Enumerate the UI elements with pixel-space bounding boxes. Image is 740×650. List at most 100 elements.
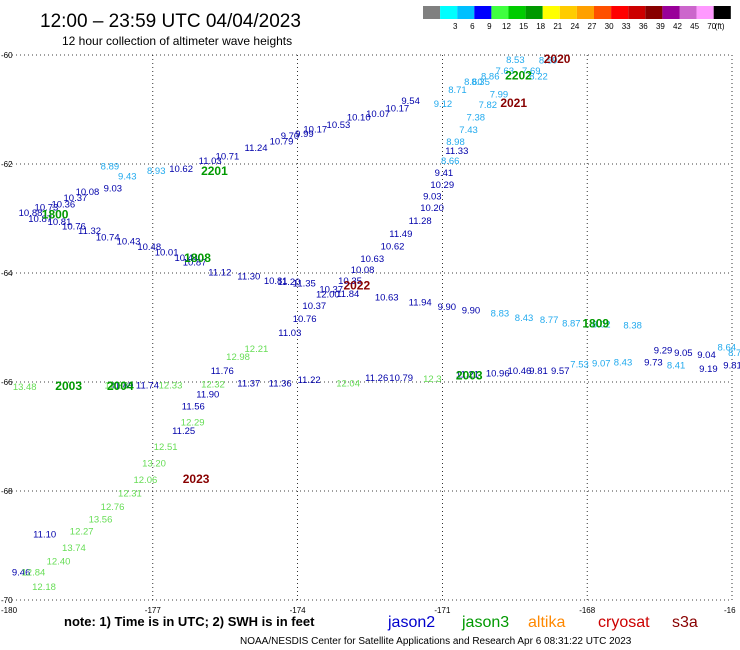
colorbar-label: 27 xyxy=(588,22,597,31)
swh-value-jason3: 12.84 xyxy=(22,567,46,578)
colorbar-label: 39 xyxy=(656,22,665,31)
y-tick-label: -60 xyxy=(1,51,13,60)
swh-value-jason2: 9.54 xyxy=(401,96,420,107)
swh-value-jason2: 10.29 xyxy=(430,180,454,191)
swh-value-altika: 7.99 xyxy=(490,90,509,101)
time-label: 2021 xyxy=(500,96,527,110)
swh-value-jason2: 10.43 xyxy=(117,237,141,248)
swh-value-altika: 8.64 xyxy=(718,342,737,353)
y-tick-label: -68 xyxy=(1,487,13,496)
colorbar-label: 12 xyxy=(502,22,511,31)
satellite-legend: jason2 jason3 altika cryosat s3a xyxy=(387,614,698,631)
swh-value-jason2: 10.87 xyxy=(28,214,52,225)
time-label: 1800 xyxy=(42,208,69,222)
colorbar-swatch xyxy=(508,6,526,19)
swh-value-jason3: 12.06 xyxy=(133,475,157,486)
swh-value-jason2: 10.76 xyxy=(62,221,86,232)
swh-value-jason2: 10.53 xyxy=(327,120,351,131)
swh-value-jason2: 9.99 xyxy=(295,129,314,140)
swh-value-altika: 9.07 xyxy=(592,359,611,370)
colorbar-label: 70 xyxy=(707,22,716,31)
swh-value-jason2: 11.32 xyxy=(78,226,101,237)
time-label: 2023 xyxy=(183,472,210,486)
swh-value-altika: 8.59 xyxy=(539,56,558,67)
swh-value-jason2: 9.04 xyxy=(697,350,716,361)
swh-value-altika: 8.98 xyxy=(446,137,465,148)
swh-value-altika: 9.43 xyxy=(118,171,137,182)
swh-value-altika: 8.87 xyxy=(562,318,581,329)
swh-value-jason3: 12.21 xyxy=(245,344,269,355)
swh-value-jason2: 11.49 xyxy=(389,229,412,240)
swh-value-jason2: 11.12 xyxy=(208,268,231,279)
swh-value-altika: 8.22 xyxy=(529,72,548,83)
swh-value-jason2: 10.07 xyxy=(366,109,390,120)
swh-value-jason3: 12.33 xyxy=(159,381,183,392)
swh-value-jason2: 11.21 xyxy=(456,370,479,381)
swh-value-jason2: 11.20 xyxy=(277,277,300,288)
swh-value-jason3: 12.40 xyxy=(47,557,71,568)
swh-value-jason3: 12.3 xyxy=(423,374,442,385)
swh-value-jason2: 10.96 xyxy=(486,369,510,380)
footer-note: note: 1) Time is in UTC; 2) SWH is in fe… xyxy=(64,614,315,629)
swh-value-jason2: 11.03 xyxy=(278,328,301,339)
swh-value-jason2: 10.76 xyxy=(293,314,317,325)
swh-value-jason3: 12.32 xyxy=(201,379,225,390)
time-label: 2004 xyxy=(107,379,134,393)
x-tick-label: -16 xyxy=(724,606,736,615)
swh-value-jason3: 12.51 xyxy=(154,442,178,453)
colorbar-swatch xyxy=(576,6,594,19)
colorbar-label: 6 xyxy=(470,22,475,31)
swh-value-altika: 8.83 xyxy=(491,309,510,320)
axis-ticks: -60 -62 -64 -66 -68 -70-180 -177 -174 -171 -168 -1… xyxy=(1,51,736,615)
colorbar-swatch xyxy=(713,6,731,19)
swh-value-jason2: 11.37 xyxy=(237,378,260,389)
swh-value-altika: 8.02 xyxy=(592,320,611,331)
swh-value-jason2: 10.01 xyxy=(155,248,179,259)
swh-value-jason2: 10.81 xyxy=(264,276,288,287)
colorbar-swatch xyxy=(542,6,560,19)
swh-value-altika: 7.43 xyxy=(459,125,478,136)
x-tick-label: -180 xyxy=(1,606,18,615)
swh-value-altika: 8.53 xyxy=(506,55,525,66)
swh-value-jason2: 11.30 xyxy=(237,272,260,283)
swh-value-jason2: 10.79 xyxy=(389,373,413,384)
swh-value-altika: 8.43 xyxy=(614,358,633,369)
time-label: 2003 xyxy=(456,368,483,382)
swh-value-jason3: 13.56 xyxy=(89,515,113,526)
swh-value-jason2: 10.36 xyxy=(51,200,75,211)
swh-value-jason2: 9.57 xyxy=(551,366,570,377)
swh-value-jason2: 10.63 xyxy=(360,254,384,265)
swh-value-altika: 7.53 xyxy=(570,359,589,370)
swh-value-jason2: 11.76 xyxy=(211,366,234,377)
swh-value-altika: 8.38 xyxy=(623,321,642,332)
time-label: 2022 xyxy=(343,278,370,292)
swh-value-jason2: 11.35 xyxy=(293,279,316,290)
swh-value-jason2: 11.74 xyxy=(136,381,159,392)
swh-value-jason2: 10.08 xyxy=(351,265,375,276)
x-tick-label: -174 xyxy=(290,606,307,615)
satellite-altika: altika xyxy=(528,614,565,631)
swh-value-jason2: 11.84 xyxy=(336,289,359,300)
swh-value-altika: 8.43 xyxy=(515,313,534,324)
swh-value-jason2: 9.19 xyxy=(699,364,718,375)
x-tick-label: -168 xyxy=(579,606,596,615)
swh-value-jason3: 12.27 xyxy=(70,527,94,538)
swh-value-jason2: 11.25 xyxy=(172,426,195,437)
swh-value-altika: 8.93 xyxy=(147,166,166,177)
swh-value-jason2: 9.81 xyxy=(723,360,740,371)
time-label: 1809 xyxy=(582,317,609,331)
swh-value-altika: 8.86 xyxy=(481,72,500,83)
footer-credit: NOAA/NESDIS Center for Satellite Applica… xyxy=(240,636,632,647)
y-tick-label: -66 xyxy=(1,378,13,387)
swh-value-altika: 8.89 xyxy=(101,161,120,172)
swh-value-jason2: 10.87 xyxy=(183,257,207,268)
swh-value-altika: 8.74 xyxy=(728,348,740,359)
swh-value-jason2: 10.17 xyxy=(303,124,327,135)
swh-value-jason2: 11.89 xyxy=(110,381,133,392)
colorbar-label: 42 xyxy=(673,22,682,31)
swh-value-jason2: 10.48 xyxy=(137,242,161,253)
swh-value-jason3: 12.04 xyxy=(336,378,360,389)
data-points: 10.8810.7310.8710.3610.8110.3710.0810.76… xyxy=(12,55,740,593)
swh-value-jason2: 9.03 xyxy=(104,183,123,194)
x-tick-label: -177 xyxy=(145,606,162,615)
